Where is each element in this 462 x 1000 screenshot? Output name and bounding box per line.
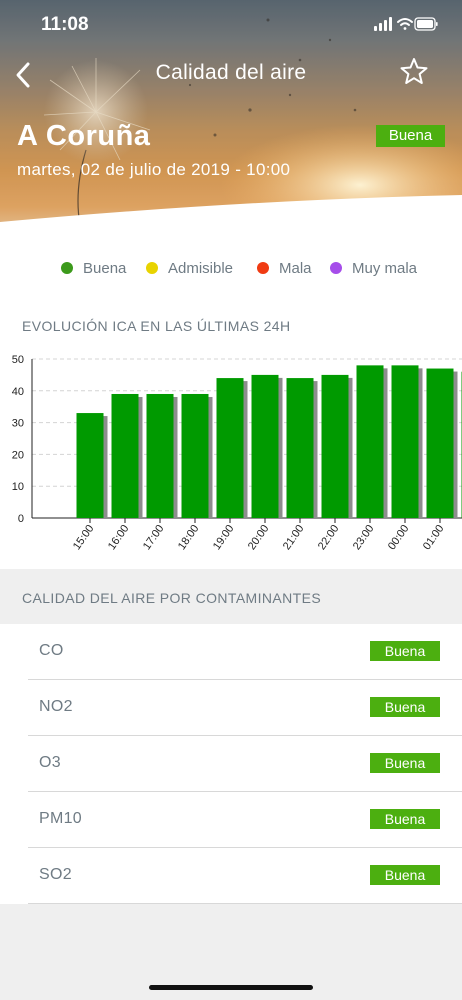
home-indicator	[149, 985, 313, 990]
legend-label: Muy mala	[352, 260, 418, 277]
page-title: Calidad del aire	[155, 61, 307, 84]
contaminant-name: O3	[39, 754, 61, 771]
favorite-button[interactable]	[398, 55, 430, 89]
y-tick-label: 20	[12, 449, 24, 461]
y-tick-label: 0	[18, 513, 24, 525]
contaminant-name: NO2	[39, 698, 73, 715]
list-item[interactable]: CO Buena	[28, 624, 462, 680]
contaminant-name: CO	[39, 642, 64, 659]
bar	[181, 393, 209, 518]
x-tick-label: 01:00	[421, 523, 447, 552]
status-badge: Buena	[370, 753, 440, 773]
legend-dot	[61, 262, 73, 274]
legend-label: Mala	[279, 260, 312, 277]
legend-label: Buena	[83, 260, 127, 277]
bar	[286, 378, 314, 518]
measurement-date: martes, 02 de julio de 2019 - 10:00	[17, 160, 291, 179]
list-item[interactable]: SO2 Buena	[28, 848, 462, 904]
bar	[426, 368, 454, 518]
legend-dot	[330, 262, 342, 274]
bar	[391, 365, 419, 518]
chevron-left-icon	[16, 62, 30, 88]
legend-dot	[146, 262, 158, 274]
y-tick-label: 40	[12, 386, 24, 398]
section-title: CALIDAD DEL AIRE POR CONTAMINANTES	[22, 590, 322, 606]
legend-item-mala: Mala	[257, 256, 312, 282]
contaminants-section-header: CALIDAD DEL AIRE POR CONTAMINANTES	[0, 569, 462, 624]
bar	[251, 374, 279, 518]
bottom-background	[0, 904, 462, 1000]
bar	[76, 413, 104, 518]
x-tick-label: 00:00	[386, 523, 412, 552]
y-tick-label: 50	[12, 354, 24, 366]
bar	[111, 393, 139, 518]
status-icons	[374, 16, 438, 37]
list-item[interactable]: O3 Buena	[28, 736, 462, 792]
header-banner: 11:08 Calida	[0, 0, 462, 225]
x-tick-label: 15:00	[71, 523, 97, 552]
x-tick-label: 20:00	[246, 523, 272, 552]
legend-item-muy-mala: Muy mala	[330, 256, 417, 282]
y-tick-label: 30	[12, 418, 24, 430]
legend-item-admisible: Admisible	[146, 256, 233, 282]
chart-title: EVOLUCIÓN ICA EN LAS ÚLTIMAS 24H	[22, 318, 291, 334]
quality-legend: Buena Admisible Mala Muy mala	[0, 256, 462, 282]
bar	[216, 378, 244, 518]
x-tick-label: 17:00	[141, 523, 167, 552]
contaminant-name: SO2	[39, 866, 72, 883]
status-badge: Buena	[370, 865, 440, 885]
city-name: A Coruña	[17, 120, 151, 152]
contaminants-list: CO Buena NO2 Buena O3 Buena PM10 Buena S…	[0, 624, 462, 904]
dandelion-background	[0, 0, 462, 225]
status-time: 11:08	[41, 14, 89, 35]
x-tick-label: 16:00	[106, 523, 132, 552]
list-item[interactable]: PM10 Buena	[28, 792, 462, 848]
x-tick-label: 19:00	[211, 523, 237, 552]
x-tick-label: 23:00	[351, 523, 377, 552]
status-badge: Buena	[370, 809, 440, 829]
navigation-bar: Calidad del aire	[0, 52, 462, 96]
bar	[356, 365, 384, 518]
legend-dot	[257, 262, 269, 274]
y-tick-label: 10	[12, 481, 24, 493]
signal-icon	[374, 17, 392, 31]
legend-item-buena: Buena	[61, 256, 126, 282]
contaminant-name: PM10	[39, 810, 82, 827]
wifi-icon	[397, 18, 413, 30]
star-outline-icon	[400, 58, 428, 84]
status-bar: 11:08	[0, 0, 462, 50]
list-item[interactable]: NO2 Buena	[28, 680, 462, 736]
ica-bar-chart: 0 10 20 30 40 50 15:00 16:00 17:00 18:00 19:00 20:0…	[12, 354, 462, 552]
x-tick-label: 21:00	[281, 523, 307, 552]
x-tick-label: 18:00	[176, 523, 202, 552]
status-badge: Buena	[370, 641, 440, 661]
quality-badge: Buena	[376, 125, 445, 147]
bar	[321, 374, 349, 518]
x-tick-label: 22:00	[316, 523, 342, 552]
back-button[interactable]	[8, 56, 42, 92]
bar	[146, 393, 174, 518]
status-badge: Buena	[370, 697, 440, 717]
battery-icon	[414, 17, 438, 31]
legend-label: Admisible	[168, 260, 234, 277]
